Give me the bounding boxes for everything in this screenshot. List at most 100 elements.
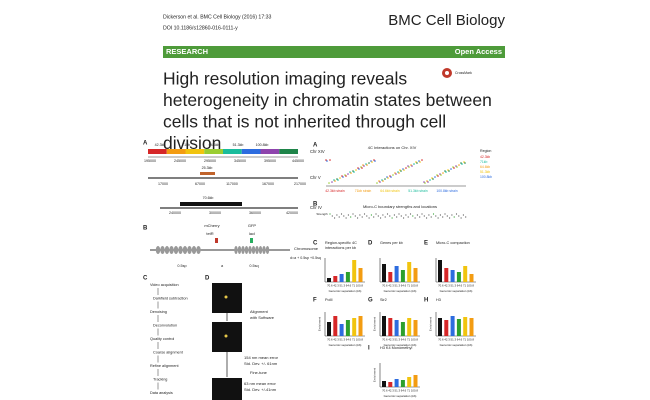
bar bbox=[345, 320, 350, 336]
boundary-dot bbox=[334, 217, 336, 219]
tick-label: 295000 bbox=[204, 159, 216, 163]
contact-dot bbox=[398, 172, 400, 174]
chart-title: Sir2 bbox=[380, 298, 387, 302]
bar bbox=[327, 322, 331, 336]
boundary-dot bbox=[359, 214, 361, 216]
label: Alignment bbox=[250, 309, 269, 314]
contact-dot bbox=[418, 160, 420, 162]
bar bbox=[358, 316, 363, 336]
boundary-dot bbox=[377, 215, 379, 217]
contact-dot bbox=[410, 164, 412, 166]
contact-dot bbox=[337, 179, 339, 181]
axis-label: Enrichment bbox=[429, 317, 433, 331]
tick-label: 445000 bbox=[292, 159, 304, 163]
contact-dot bbox=[371, 161, 373, 163]
panel-label: A bbox=[143, 141, 148, 147]
article-type: RESEARCH bbox=[166, 47, 208, 56]
boundary-dot bbox=[357, 217, 359, 219]
strain-label: 51.3kb strain bbox=[408, 189, 428, 193]
workflow-step: Data analysis bbox=[150, 391, 173, 395]
boundary-dot bbox=[412, 215, 414, 217]
tick-label: 117000 bbox=[226, 182, 238, 186]
contact-dot bbox=[427, 181, 429, 183]
bar bbox=[450, 270, 455, 282]
boundary-dot bbox=[462, 214, 464, 216]
region-bar bbox=[148, 149, 167, 154]
segment-label: 64.6kb bbox=[209, 143, 220, 147]
bar bbox=[382, 316, 386, 336]
contact-dot bbox=[386, 176, 388, 178]
contact-dot bbox=[349, 171, 351, 173]
axis-label: Strength bbox=[316, 212, 328, 216]
array-unit bbox=[237, 246, 242, 254]
boundary-dot bbox=[331, 215, 333, 217]
contact-dot bbox=[408, 166, 410, 168]
label: GFP bbox=[248, 223, 257, 228]
bar bbox=[382, 264, 386, 282]
legend-entry: 100.8kb bbox=[480, 175, 492, 179]
bar bbox=[469, 318, 474, 336]
workflow-step: Refine alignment bbox=[150, 364, 179, 368]
tick-label: 395000 bbox=[264, 159, 276, 163]
boundary-dot bbox=[442, 216, 444, 218]
contact-dot bbox=[333, 179, 335, 181]
boundary-dot bbox=[350, 216, 352, 218]
contact-dot bbox=[456, 166, 458, 168]
bar bbox=[438, 260, 442, 282]
formula: d=a + 0.5sp +0.5sq bbox=[290, 256, 321, 260]
contact-dot bbox=[336, 178, 338, 180]
strain-label: 100.8kb strain bbox=[436, 189, 457, 193]
contact-dot bbox=[382, 180, 384, 182]
boundary-dot bbox=[430, 216, 432, 218]
strain-label: 42.3kb strain bbox=[325, 189, 345, 193]
label: with Software bbox=[250, 315, 275, 320]
contact-dot bbox=[434, 176, 436, 178]
segment-label: 25.3kb bbox=[202, 166, 213, 170]
contact-dot bbox=[373, 159, 375, 161]
panel-label: B bbox=[313, 202, 318, 208]
boundary-dot bbox=[370, 214, 372, 216]
panel-label: E bbox=[424, 241, 428, 247]
contact-dot bbox=[415, 161, 417, 163]
banner-bar bbox=[163, 46, 505, 58]
contact-dot bbox=[453, 167, 455, 169]
contact-dot bbox=[447, 169, 449, 171]
tick-labels: 70.6 42.3 51.3 64.6 71 100.8 bbox=[327, 338, 363, 342]
axis-label: Enrichment bbox=[318, 317, 322, 331]
array-unit bbox=[234, 246, 238, 254]
chart-title: interactions per kb bbox=[325, 246, 356, 250]
contact-dot bbox=[357, 167, 359, 169]
strain-label: 71kb strain bbox=[355, 189, 372, 193]
contact-dot bbox=[350, 172, 352, 174]
array-unit bbox=[160, 246, 165, 254]
bar bbox=[382, 381, 386, 387]
array-unit bbox=[164, 246, 170, 254]
bar bbox=[400, 380, 405, 387]
chart-title: H3 bbox=[436, 298, 441, 302]
region-bar bbox=[260, 149, 280, 154]
boundary-dot bbox=[391, 217, 393, 219]
boundary-dot bbox=[449, 217, 451, 219]
boundary-dot bbox=[354, 215, 356, 217]
label: a bbox=[221, 264, 224, 268]
label: 0.5sq bbox=[249, 264, 258, 268]
bar bbox=[388, 272, 393, 282]
contact-dot bbox=[416, 162, 418, 164]
contact-dot bbox=[376, 182, 378, 184]
bar bbox=[413, 268, 418, 282]
axis-label: Genomic separation (kb) bbox=[440, 289, 473, 293]
boundary-dot bbox=[432, 213, 435, 215]
contact-dot bbox=[444, 170, 446, 172]
boundary-dot bbox=[382, 214, 384, 216]
label: Std. Dev. +/- 61nm bbox=[244, 361, 278, 366]
contact-dot bbox=[445, 171, 447, 173]
contact-dot bbox=[436, 174, 438, 176]
contact-dot bbox=[353, 171, 355, 173]
segment-label: 100.8kb bbox=[256, 143, 269, 147]
tick-label: 167000 bbox=[262, 182, 274, 186]
boundary-dot bbox=[416, 214, 418, 216]
panel-label: D bbox=[368, 241, 373, 247]
bar bbox=[333, 276, 338, 282]
contact-dot bbox=[413, 163, 415, 165]
contact-dot bbox=[395, 173, 397, 175]
